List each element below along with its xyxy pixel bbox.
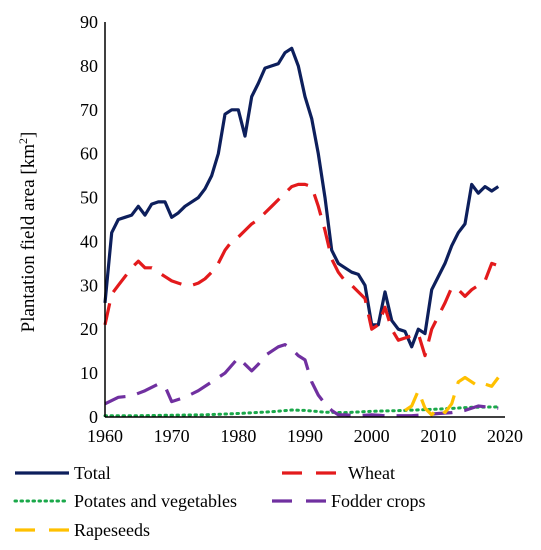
legend-label: Potates and vegetables (74, 491, 237, 511)
y-tick-label: 20 (80, 319, 98, 339)
plot-area (103, 46, 500, 418)
x-tick-labels: 1960 1970 1980 1990 2000 2010 2020 (87, 426, 523, 446)
axes (104, 22, 505, 418)
y-axis-title-text: Plantation field area [km (18, 144, 39, 333)
y-tick-label: 80 (80, 56, 98, 76)
series-line-fodder-crops (104, 343, 499, 418)
y-axis-title-close: ] (18, 132, 39, 138)
y-tick-label: 90 (80, 12, 98, 32)
x-tick-label: 1980 (220, 426, 256, 446)
legend-label: Fodder crops (331, 491, 425, 511)
x-tick-label: 2020 (487, 426, 523, 446)
y-tick-label: 10 (80, 363, 98, 383)
y-axis-title-superscript: 2 (16, 138, 30, 144)
series-line-total (103, 46, 500, 349)
y-tick-label: 30 (80, 275, 98, 295)
x-tick-label: 1960 (87, 426, 123, 446)
x-tick-label: 1990 (287, 426, 323, 446)
legend: Total Wheat Potates and vegetables Fodder c… (13, 463, 425, 540)
series-line-rapeseeds (404, 375, 500, 417)
series-line-wheat (103, 182, 499, 358)
legend-label: Total (74, 463, 111, 483)
y-tick-label: 40 (80, 231, 98, 251)
x-tick-label: 2010 (420, 426, 456, 446)
y-tick-label: 70 (80, 100, 98, 120)
y-tick-label: 50 (80, 188, 98, 208)
y-axis-title: Plantation field area [km2] (16, 132, 39, 333)
y-tick-labels: 0 10 20 30 40 50 60 70 80 90 (80, 12, 98, 427)
legend-label: Wheat (348, 463, 395, 483)
y-tick-label: 60 (80, 144, 98, 164)
y-tick-label: 0 (89, 407, 98, 427)
x-tick-label: 1970 (154, 426, 190, 446)
x-tick-label: 2000 (354, 426, 390, 446)
legend-label: Rapeseeds (74, 520, 150, 540)
